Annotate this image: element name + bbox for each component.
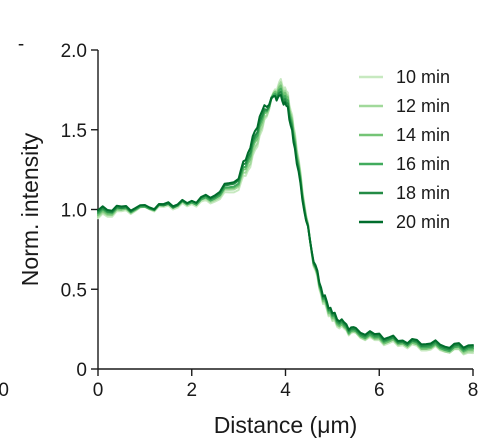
- x-tick-label: 4: [280, 380, 291, 401]
- x-tick-label: 6: [374, 380, 385, 401]
- ticks: 0 2 4 6 8 0 0.5 1.0 1.5 2.0: [61, 41, 479, 401]
- x-tick-label: 2: [186, 380, 197, 401]
- legend: 10 min 12 min 14 min 16 min 18 min 20 min: [359, 67, 450, 232]
- x-tick-label: 0: [93, 380, 104, 401]
- cropped-left-dash-label: -: [18, 34, 24, 55]
- y-axis-title: Norm. intensity: [17, 132, 43, 286]
- legend-label: 20 min: [396, 212, 450, 232]
- legend-label: 18 min: [396, 183, 450, 203]
- x-axis-title: Distance (μm): [214, 412, 358, 438]
- y-tick-label: 0.5: [61, 280, 87, 301]
- y-tick-label: 2.0: [61, 41, 87, 62]
- y-tick-label: 1.0: [61, 201, 87, 222]
- legend-label: 10 min: [396, 67, 450, 87]
- y-tick-label: 0: [76, 360, 87, 381]
- legend-label: 12 min: [396, 96, 450, 116]
- y-tick-label: 1.5: [61, 121, 87, 142]
- series-line: [97, 94, 474, 349]
- legend-label: 16 min: [396, 154, 450, 174]
- x-tick-label: 8: [468, 380, 479, 401]
- cropped-left-zero-label: 0: [0, 380, 9, 401]
- legend-label: 14 min: [396, 125, 450, 145]
- series-lines: [97, 78, 474, 356]
